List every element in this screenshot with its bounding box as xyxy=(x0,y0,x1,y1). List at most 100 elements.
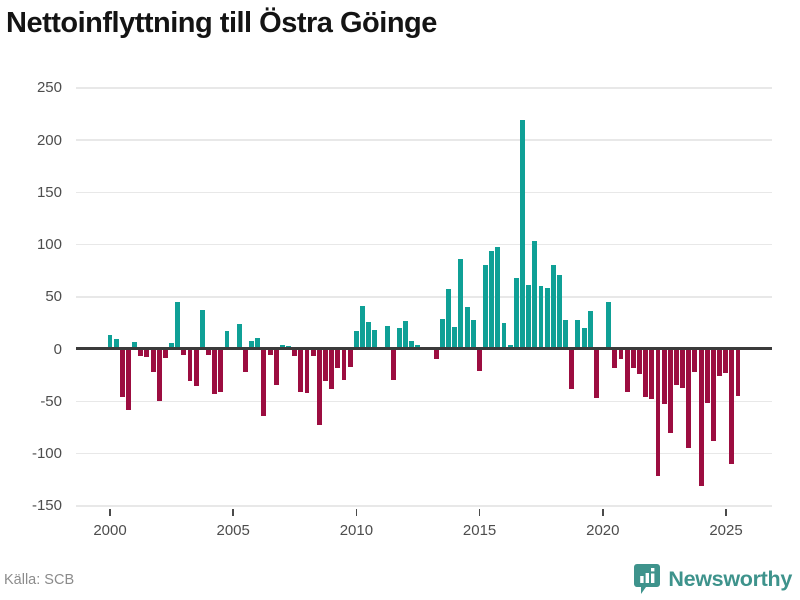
bar xyxy=(673,349,679,385)
bar xyxy=(612,349,618,368)
y-axis-label: -50 xyxy=(40,392,62,410)
bar xyxy=(495,246,501,349)
bar xyxy=(587,311,593,349)
bar xyxy=(661,349,667,405)
gridline xyxy=(76,87,772,89)
bar xyxy=(144,349,150,358)
bar xyxy=(729,349,735,464)
x-axis-label: 2005 xyxy=(216,522,250,539)
gridline xyxy=(76,191,772,193)
x-axis-tick xyxy=(478,509,481,516)
bar xyxy=(686,349,692,449)
bar xyxy=(341,349,347,381)
bar xyxy=(501,322,507,349)
bar xyxy=(353,331,359,349)
bar xyxy=(150,349,156,372)
x-axis-tick xyxy=(232,509,234,516)
y-axis-label: 0 xyxy=(53,340,62,358)
y-axis-label: 200 xyxy=(36,131,62,149)
bar xyxy=(489,250,495,349)
bar xyxy=(169,342,174,349)
bar xyxy=(113,338,119,349)
bar xyxy=(212,349,218,394)
bar xyxy=(470,319,476,349)
gridline xyxy=(76,505,772,507)
newsworthy-logo[interactable]: Newsworthy xyxy=(634,563,792,595)
bar xyxy=(704,349,710,404)
bar xyxy=(710,349,716,441)
bar xyxy=(310,349,316,357)
bar xyxy=(126,349,131,410)
x-axis-label: 2000 xyxy=(93,522,127,539)
bar xyxy=(206,349,211,356)
x-axis-tick xyxy=(725,509,727,516)
bar xyxy=(593,349,599,399)
gridline xyxy=(76,296,772,298)
bar xyxy=(390,349,396,381)
bar xyxy=(181,349,187,356)
bar xyxy=(452,327,458,349)
bar xyxy=(563,319,569,349)
bar xyxy=(667,349,673,433)
bar xyxy=(162,349,168,359)
bar xyxy=(298,349,304,392)
gridline xyxy=(76,400,772,402)
bar xyxy=(292,349,298,357)
gridline xyxy=(76,243,772,246)
bar xyxy=(409,340,415,349)
bar xyxy=(618,349,624,360)
bar xyxy=(316,349,322,426)
bar xyxy=(323,349,328,382)
bar xyxy=(175,301,181,349)
bar xyxy=(680,349,686,388)
bar xyxy=(507,344,513,349)
bar xyxy=(132,341,138,349)
bar xyxy=(557,274,562,349)
bar xyxy=(643,349,649,398)
zero-axis-line xyxy=(76,347,772,350)
x-axis-tick xyxy=(109,509,111,516)
y-axis-label: -150 xyxy=(31,497,62,515)
bar xyxy=(464,307,470,349)
x-axis-tick xyxy=(602,509,604,516)
bar xyxy=(532,241,538,349)
bar xyxy=(396,328,402,349)
bar xyxy=(440,318,445,349)
gridline xyxy=(76,139,772,141)
bar xyxy=(304,349,310,393)
bar xyxy=(218,349,224,392)
bar xyxy=(199,310,205,349)
x-axis-label: 2010 xyxy=(339,522,374,539)
bar xyxy=(433,349,439,360)
bar xyxy=(156,349,162,402)
gridline xyxy=(76,452,772,455)
bar xyxy=(187,349,193,382)
bar xyxy=(119,349,125,398)
bar xyxy=(723,349,729,374)
y-axis-label: 150 xyxy=(36,183,62,201)
bar xyxy=(606,301,612,349)
bar xyxy=(243,349,248,372)
chart-title: Nettoinflyttning till Östra Göinge xyxy=(6,7,437,39)
bar xyxy=(249,340,255,349)
bar xyxy=(255,337,261,349)
bar xyxy=(329,349,335,389)
bar xyxy=(575,319,581,349)
bar xyxy=(366,321,372,349)
bar xyxy=(581,328,587,349)
bar xyxy=(698,349,704,486)
bar xyxy=(193,349,199,386)
bar xyxy=(630,349,636,368)
bar xyxy=(637,349,642,375)
bar xyxy=(569,349,575,389)
plot-area: 250 200 150 100 50 0 -50 -100 -150 2000 2005 2010 20… xyxy=(31,79,772,539)
bar xyxy=(261,349,267,416)
bar xyxy=(415,344,421,349)
bar xyxy=(649,349,655,400)
bar xyxy=(520,120,525,349)
y-axis-label: -100 xyxy=(31,445,62,462)
bar xyxy=(384,326,390,349)
bar xyxy=(476,349,482,371)
bar xyxy=(483,265,489,349)
